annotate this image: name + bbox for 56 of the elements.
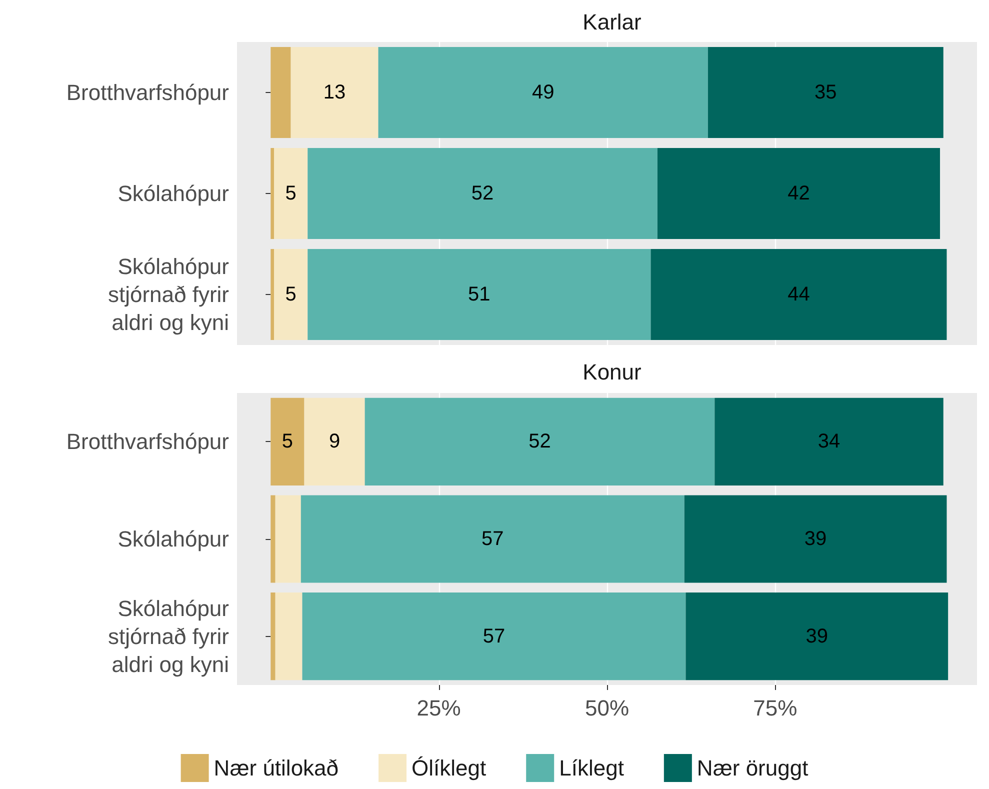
- bar: [270, 398, 304, 486]
- data-label: 57: [482, 528, 504, 550]
- bar: [270, 249, 274, 340]
- chart-title: Konur: [582, 360, 642, 384]
- bar: [270, 495, 276, 583]
- x-tick-label: 50%: [584, 696, 630, 720]
- legend-label: Ólíklegt: [412, 756, 486, 780]
- x-tick-label: 75%: [753, 696, 798, 720]
- data-label: 13: [323, 82, 346, 104]
- data-label: 57: [482, 625, 506, 648]
- data-label: 39: [804, 528, 827, 550]
- bar: [684, 495, 947, 583]
- data-label: 51: [468, 284, 490, 306]
- data-label: 5: [285, 284, 296, 306]
- bar: [708, 47, 944, 138]
- data-label: 49: [532, 82, 554, 104]
- bar: [290, 47, 378, 138]
- bar: [274, 148, 308, 239]
- data-label: 34: [818, 430, 840, 453]
- y-tick-label: Skólahópur stjórnað fyrir aldri og kyni: [108, 254, 229, 335]
- x-tick-label: 25%: [416, 696, 461, 720]
- bar: [308, 249, 651, 340]
- y-tick-label: Brotthvarfshópur: [66, 429, 229, 454]
- bar: [274, 249, 308, 340]
- bar: [364, 398, 715, 486]
- data-label: 9: [328, 430, 340, 453]
- legend-label: Nær útilokað: [214, 756, 339, 780]
- data-label: 35: [814, 82, 837, 104]
- bar: [657, 148, 940, 239]
- bar: [686, 592, 948, 680]
- data-label: 52: [471, 182, 494, 204]
- data-label: 44: [788, 284, 810, 306]
- data-label: 5: [285, 182, 296, 204]
- bar: [650, 249, 947, 340]
- bar: [304, 398, 365, 486]
- bar: [308, 148, 658, 239]
- bar: [275, 495, 301, 583]
- data-label: 42: [788, 182, 810, 204]
- bar: [714, 398, 944, 486]
- legend-label: Nær öruggt: [696, 756, 808, 780]
- y-tick-label: Brotthvarfshópur: [66, 80, 229, 105]
- bar: [270, 148, 274, 239]
- bar: [270, 592, 276, 680]
- y-tick-label: Skólahópur: [118, 526, 229, 552]
- bar: [302, 592, 686, 680]
- y-tick-label: Skólahópur: [118, 181, 229, 206]
- legend-label: Líklegt: [559, 756, 624, 780]
- data-label: 52: [528, 430, 551, 453]
- y-tick-label: Skólahópur stjórnað fyrir aldri og kyni: [108, 596, 229, 677]
- data-label: 5: [282, 430, 294, 453]
- chart-title: Karlar: [582, 10, 642, 34]
- bar: [275, 592, 302, 680]
- bar: [270, 47, 291, 138]
- bar: [378, 47, 708, 138]
- bar: [300, 495, 684, 583]
- data-label: 39: [806, 625, 828, 648]
